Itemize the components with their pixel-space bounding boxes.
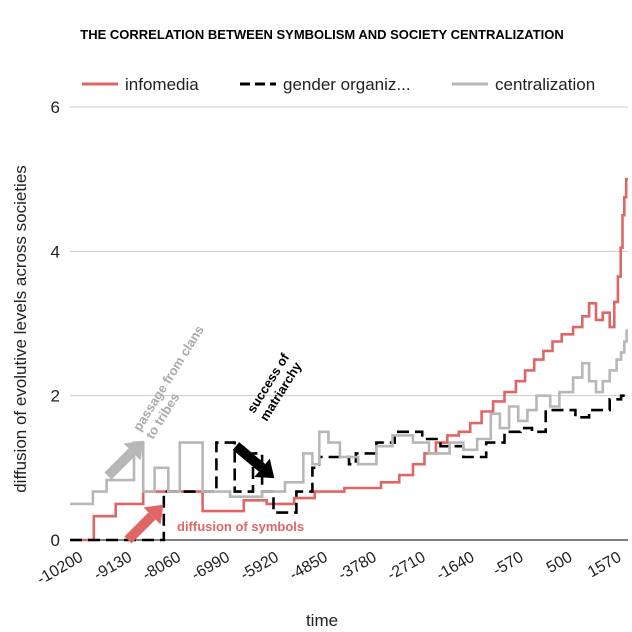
x-tick-label: -6990 (189, 549, 233, 584)
x-tick-label: -8060 (140, 549, 184, 584)
annotation-diffusion-of-symbols: diffusion of symbols (177, 519, 304, 534)
legend-label-gender-organization: gender organiz... (283, 75, 411, 94)
legend-label-infomedia: infomedia (125, 75, 199, 94)
x-tick-label: -570 (490, 549, 526, 580)
x-tick-label: -5920 (238, 549, 282, 584)
chart-title: THE CORRELATION BETWEEN SYMBOLISM AND SO… (80, 27, 563, 42)
arrow-success-of-matriarchy (232, 442, 275, 479)
series-line-infomedia (70, 177, 628, 542)
x-tick-label: -4850 (287, 549, 331, 584)
y-tick-label: 4 (51, 242, 60, 261)
series-line-gender-organiz (70, 394, 628, 542)
x-tick-label: -1640 (434, 549, 478, 584)
y-tick-label: 6 (51, 98, 60, 117)
x-tick-label: -2710 (385, 549, 429, 584)
x-tick-label: 1570 (585, 549, 624, 582)
y-axis-ticks: 0 2 4 6 (51, 98, 60, 550)
annotations: diffusion of symbols success of matriarc… (104, 323, 305, 544)
legend-label-centralization: centralization (495, 75, 595, 94)
x-tick-label: -10200 (34, 549, 86, 589)
series-group (70, 177, 628, 542)
arrow-passage-from-clans (104, 440, 144, 480)
x-axis-ticks: -10200 -9130 -8060 -6990 -5920 -4850 -3780 -271… (34, 549, 624, 589)
x-tick-label: -3780 (336, 549, 380, 584)
y-axis-label: diffusion of evolutive levels across soc… (11, 165, 30, 493)
x-tick-label: -9130 (91, 549, 135, 584)
arrow-diffusion-of-symbols (124, 504, 164, 544)
x-axis-label: time (306, 611, 338, 630)
y-tick-label: 2 (51, 387, 60, 406)
x-tick-label: 500 (544, 549, 576, 577)
y-tick-label: 0 (51, 531, 60, 550)
series-line-centralization (70, 329, 628, 506)
legend: infomedia gender organiz... centralizati… (82, 75, 595, 94)
